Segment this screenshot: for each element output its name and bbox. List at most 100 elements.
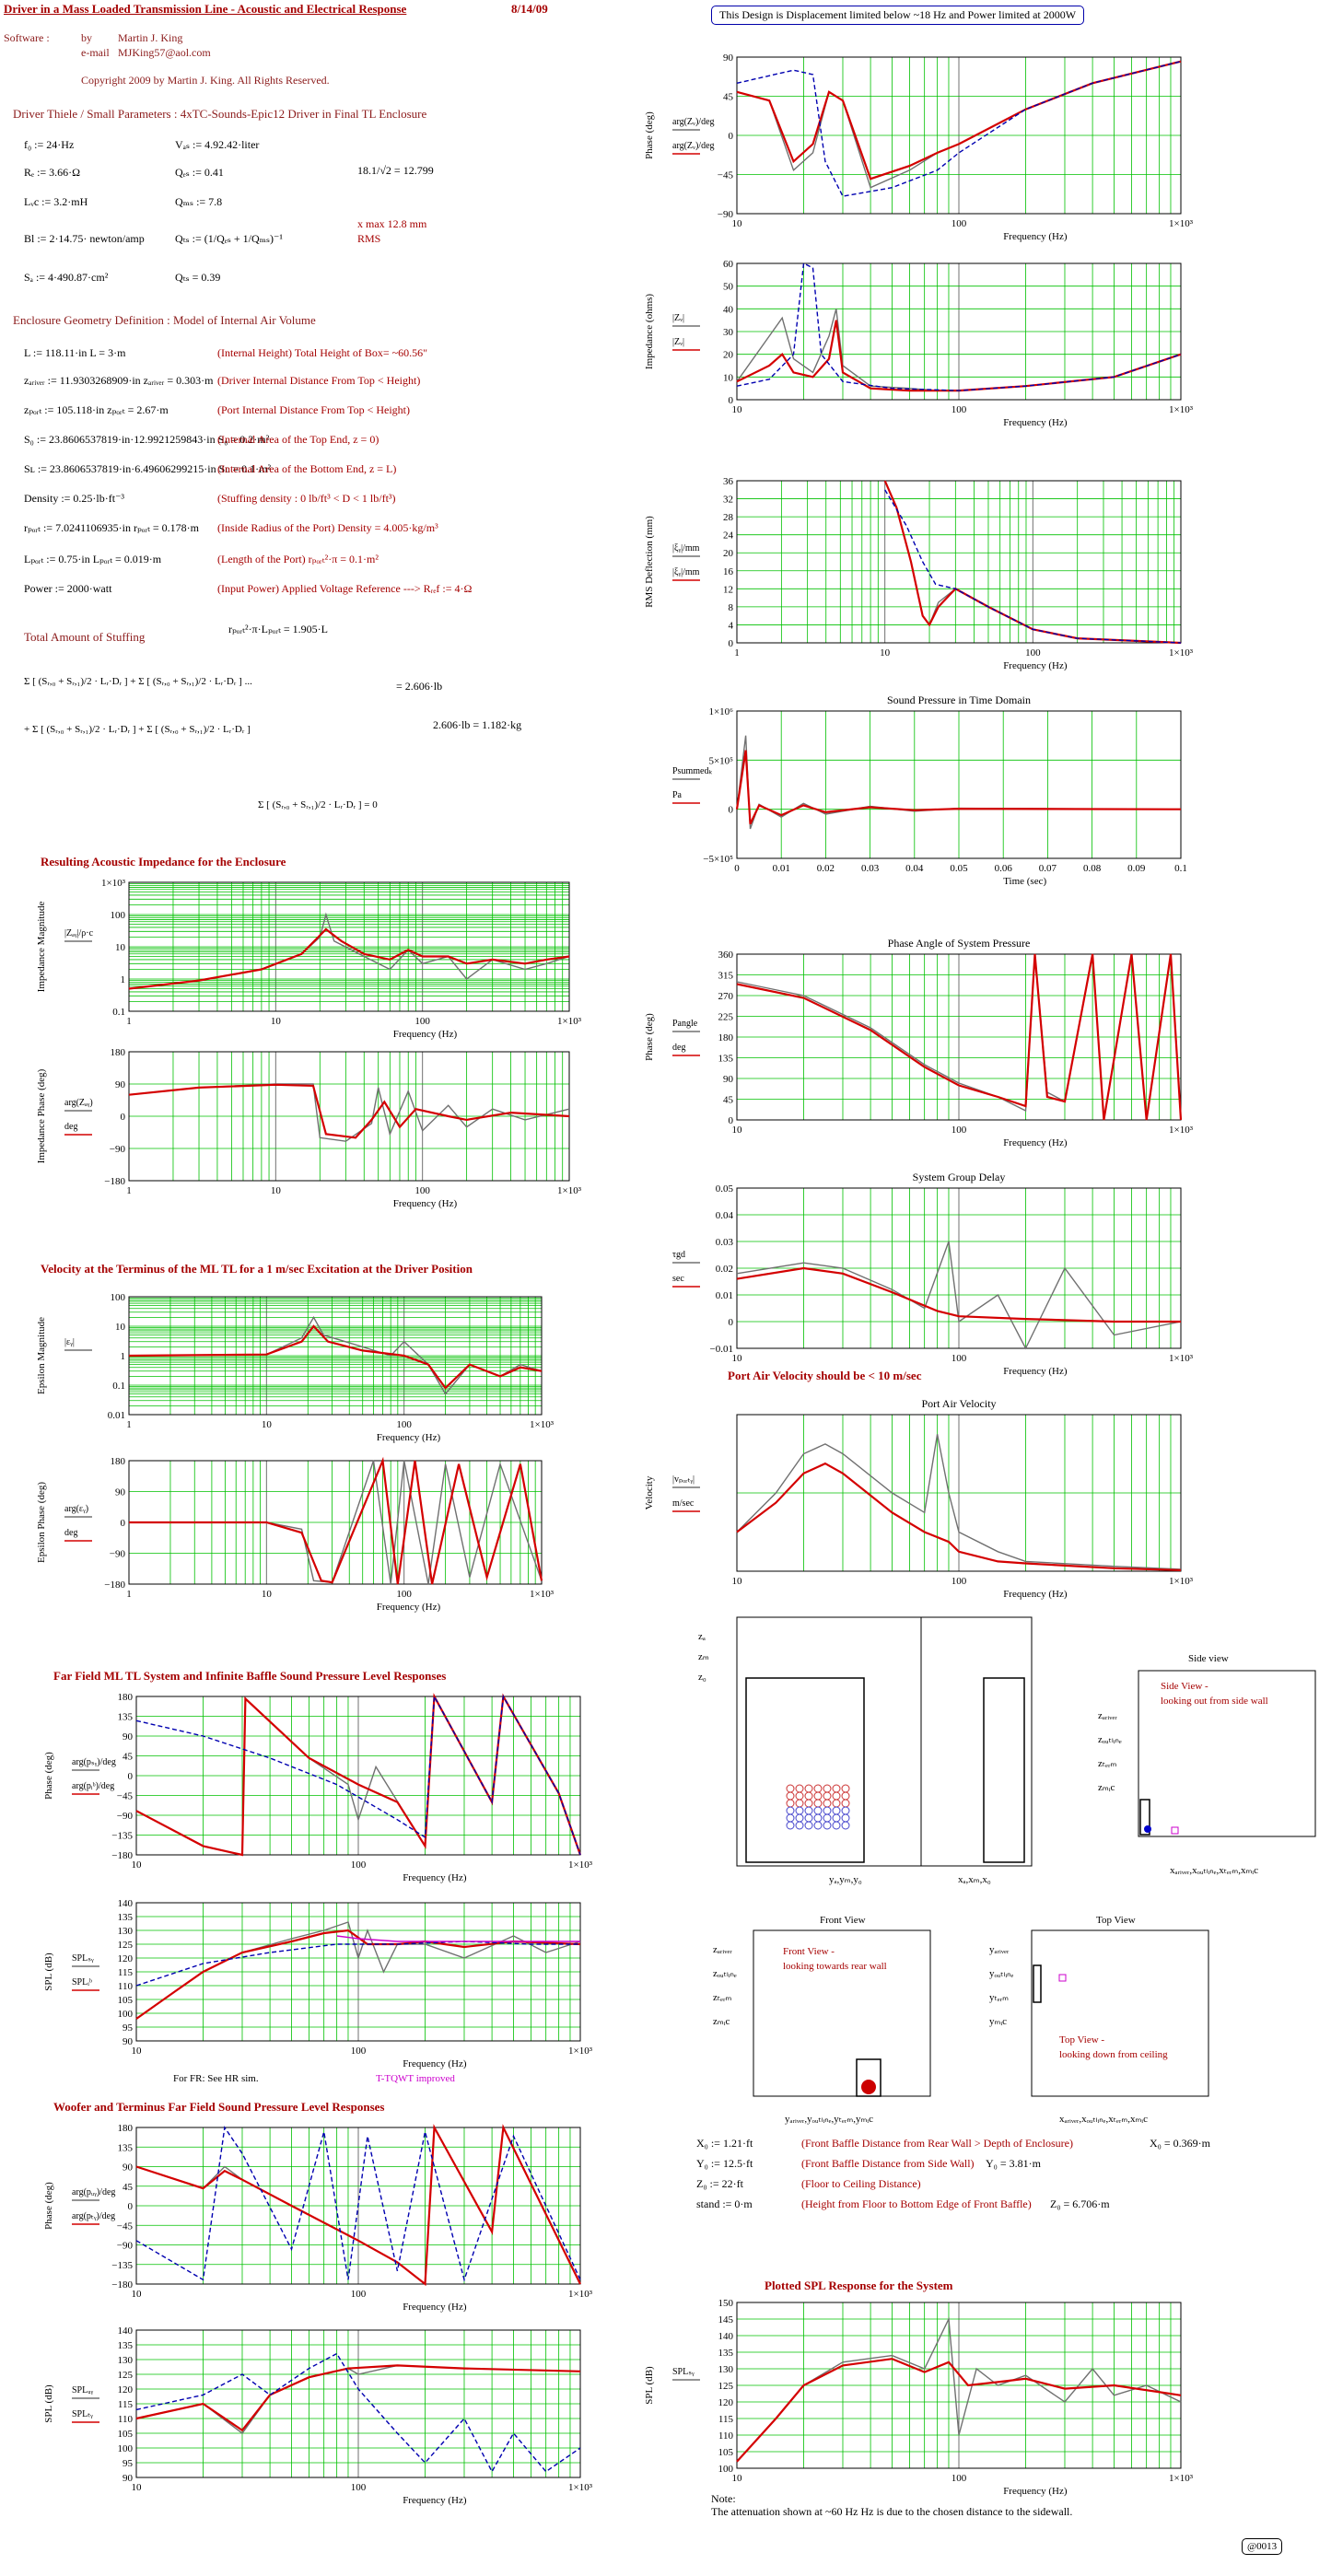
series-line-gray (736, 2316, 1182, 2463)
chart-acoustic_phase: −180 −90 0 90 180 1 10 100 1×10³ Frequency (Hz) Im… (36, 1047, 582, 1209)
legend-entry: |Zᵥ| (672, 337, 684, 347)
x-tick-label: 10 (732, 1576, 743, 1587)
chart-frame (736, 262, 1182, 401)
geometry-expr: zₚₒᵣₜ := 105.118·in zₚₒᵣₜ = 2.67·m (24, 403, 169, 416)
mic-marker (841, 1784, 850, 1793)
y-tick-label: −180 (111, 2279, 133, 2290)
mic-marker (795, 1784, 804, 1793)
legend-entry: zₘᵢc (1098, 1782, 1115, 1793)
y-tick-label: −90 (110, 1144, 126, 1155)
x-tick-label: 1×10³ (568, 2482, 593, 2493)
param-lvc: Lᵥc := 3.2·mH (24, 195, 88, 208)
x-axis-label: Frequency (Hz) (377, 1432, 441, 1443)
chart-annotation: T-TQWT improved (376, 2073, 455, 2084)
y-tick-label: 0.1 (112, 1381, 125, 1392)
x-tick-label: 1×10³ (568, 2046, 593, 2057)
y-tick-label: 150 (718, 2298, 734, 2309)
x-tick-label: 100 (351, 2482, 367, 2493)
room-z0: Z₀ := 22·ft (696, 2177, 743, 2190)
y-axis-label: Phase (deg) (644, 111, 655, 159)
y-tick-label: 105 (718, 2447, 734, 2458)
side-view-mic (1171, 1826, 1179, 1835)
y-tick-label: 135 (718, 1054, 734, 1065)
x-tick-label: 0.02 (817, 863, 835, 874)
y-tick-label: 0 (729, 131, 734, 142)
side-view-note: Side View - (1161, 1681, 1208, 1692)
series-line-blue (135, 1694, 581, 1856)
mic-marker (813, 1791, 823, 1801)
y-tick-label: 140 (718, 2331, 734, 2342)
mic-marker (795, 1799, 804, 1808)
right-column: This Design is Displacement limited belo… (663, 0, 1331, 2576)
y-axis-label: Impedance Phase (deg) (36, 1068, 47, 1163)
room-x0-note: (Front Baffle Distance from Rear Wall > … (801, 2137, 1073, 2150)
chart-frame (736, 480, 1182, 644)
mic-marker (795, 1806, 804, 1815)
x-tick-label: 1×10³ (1169, 1353, 1194, 1364)
chart-grid (128, 1051, 569, 1182)
room-y0-note: (Front Baffle Distance from Side Wall) (801, 2157, 975, 2170)
y-tick-label: 0 (121, 1112, 126, 1123)
x-tick-label: 1×10³ (1169, 1576, 1194, 1587)
mic-marker (786, 1784, 795, 1793)
legend-entry: yₐᵣᵢᵥₑᵣ (989, 1944, 1010, 1955)
y-tick-label: 90 (723, 52, 734, 64)
y-tick-label: 95 (123, 2458, 134, 2469)
y-axis-label: Phase (deg) (43, 2182, 54, 2230)
y-tick-label: 140 (118, 2325, 134, 2337)
x-tick-label: 0.03 (861, 863, 880, 874)
x-tick-label: 100 (396, 1419, 412, 1430)
y-tick-label: 180 (111, 1456, 126, 1467)
x-axis-label: xₐᵣᵢᵥₑᵣ,xₒᵤₜₗᵢₙₑ,xₜₑᵣₘ,xₘᵢc (1170, 1865, 1258, 1876)
y-tick-label: 36 (723, 476, 734, 487)
y-tick-label: 24 (723, 530, 734, 542)
stuffing-sum-2-value: 2.606·lb = 1.182·kg (433, 718, 522, 731)
chart-grid (736, 480, 1181, 644)
geometry-note: (Inside Radius of the Port) Density = 4.… (217, 521, 438, 534)
y-tick-label: 90 (123, 2036, 134, 2047)
mic-marker (786, 1813, 795, 1823)
x-tick-label: 1×10³ (568, 2289, 593, 2300)
x-tick-label: 0 (734, 863, 740, 874)
y-tick-label: 0 (128, 2201, 134, 2212)
chart-title: Phase Angle of System Pressure (888, 937, 1031, 950)
y-tick-label: 360 (718, 950, 734, 961)
legend-entry: yₘᵢc (989, 2016, 1007, 2027)
mic-marker (813, 1821, 823, 1830)
y-tick-label: 90 (115, 1079, 126, 1090)
params-heading: Driver Thiele / Small Parameters : 4xTC-… (13, 107, 427, 121)
room-y0: Y₀ := 12.5·ft (696, 2157, 753, 2170)
x-axis-label: yₐᵣᵢᵥₑᵣ,yₒᵤₜₗᵢₙₑ,yₜₑᵣₘ,yₘᵢc (785, 2114, 873, 2125)
legend-entry: τgd (672, 1250, 685, 1260)
y-tick-label: 135 (118, 1912, 134, 1923)
x-axis-label: Time (sec) (1003, 876, 1046, 887)
y-tick-label: −45 (117, 1791, 134, 1802)
legend-entry: |Zₐᵧ|/ρ·c (64, 928, 94, 938)
param-qts: Qₜₛ := (1/Qₑₛ + 1/Qₘₛ)⁻¹ (175, 232, 283, 245)
y-tick-label: 0.01 (716, 1290, 733, 1301)
geometry-expr: Lₚₒᵣₜ := 0.75·in Lₚₒᵣₜ = 0.019·m (24, 553, 162, 565)
x-axis-label: Frequency (Hz) (1003, 231, 1068, 242)
room-x0-value: X₀ = 0.369·m (1150, 2137, 1210, 2150)
series-line-red (129, 1456, 543, 1585)
mic-marker (786, 1806, 795, 1815)
legend-entry: zₜₑᵣₘ (1098, 1758, 1116, 1769)
legend-entry: |ξᵧ|/mm (672, 567, 700, 577)
legend-entry: SPLᵤᵧ (72, 2385, 94, 2395)
y-axis-label: Phase (deg) (644, 1013, 655, 1061)
y-tick-label: −180 (104, 1579, 125, 1591)
y-tick-label: 40 (723, 304, 734, 315)
y-tick-label: −180 (111, 1850, 133, 1861)
mic-marker (786, 1799, 795, 1808)
top-view-frame (1031, 1929, 1209, 2097)
x-tick-label: 0.09 (1127, 863, 1146, 874)
y-tick-label: 1 (121, 1351, 126, 1362)
chart-title: System Group Delay (913, 1171, 1006, 1183)
y-axis-label: Epsilon Phase (deg) (36, 1482, 47, 1563)
geometry-heading: Enclosure Geometry Definition : Model of… (13, 313, 316, 327)
chart-title: Sound Pressure in Time Domain (887, 694, 1031, 706)
acoustic-heading: Resulting Acoustic Impedance for the Enc… (41, 855, 286, 868)
mic-marker (823, 1821, 832, 1830)
y-axis-label: Velocity (644, 1475, 655, 1509)
front-view-driver (861, 2080, 876, 2094)
